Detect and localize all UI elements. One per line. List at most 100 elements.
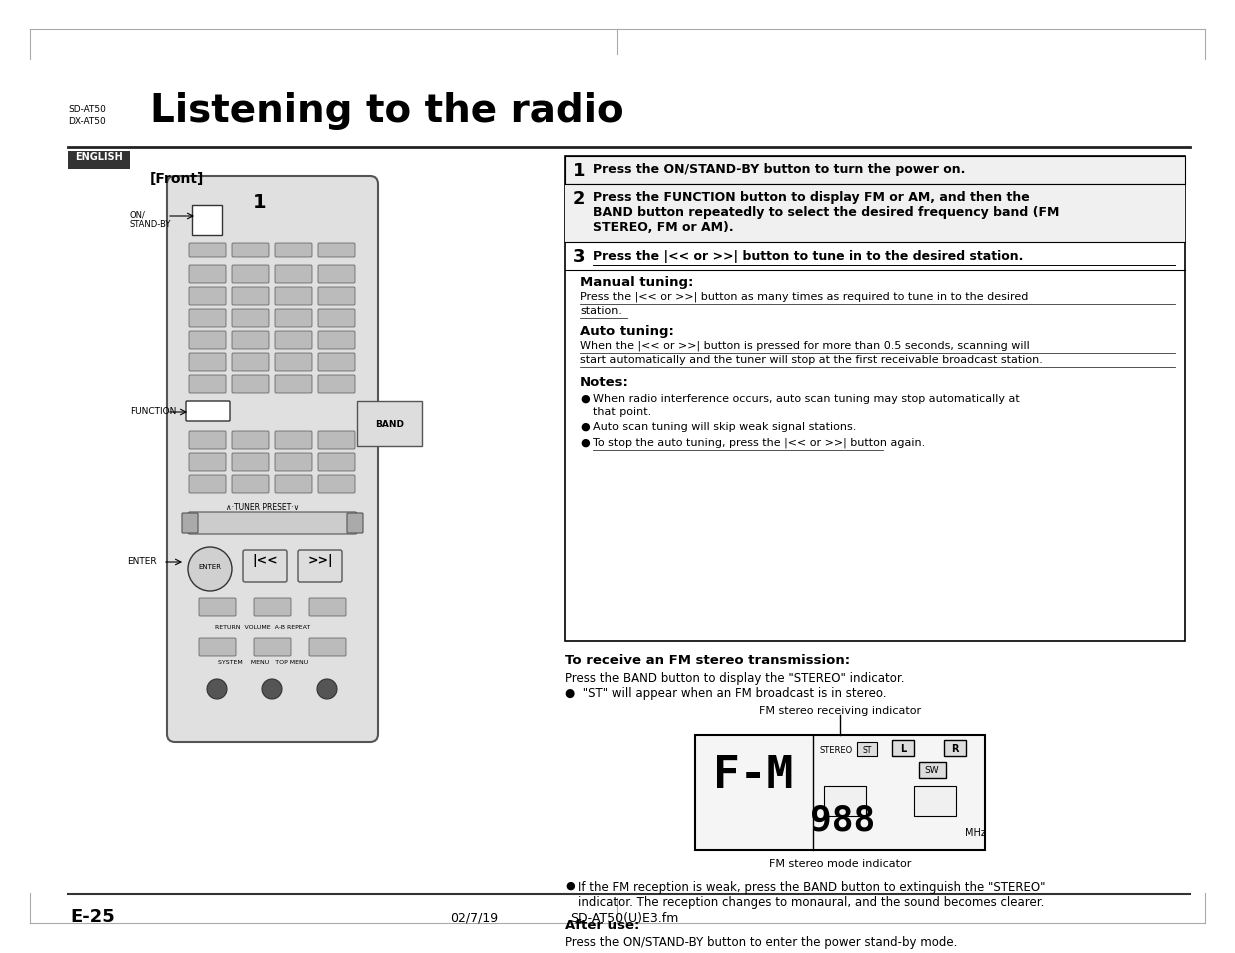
Text: >>|: >>| (308, 554, 332, 567)
FancyBboxPatch shape (232, 266, 269, 284)
FancyBboxPatch shape (189, 288, 226, 306)
FancyBboxPatch shape (275, 454, 312, 472)
Text: BAND: BAND (375, 419, 404, 429)
FancyBboxPatch shape (275, 266, 312, 284)
Text: ENTER: ENTER (199, 563, 221, 569)
FancyBboxPatch shape (275, 476, 312, 494)
Text: Notes:: Notes: (580, 375, 629, 389)
FancyBboxPatch shape (199, 598, 236, 617)
FancyBboxPatch shape (317, 288, 354, 306)
FancyBboxPatch shape (275, 244, 312, 257)
Text: RETURN  VOLUME  A-B REPEAT: RETURN VOLUME A-B REPEAT (215, 624, 311, 629)
Text: station.: station. (580, 306, 622, 315)
Text: start automatically and the tuner will stop at the first receivable broadcast st: start automatically and the tuner will s… (580, 355, 1042, 365)
Text: SW: SW (925, 765, 940, 774)
Text: L: L (900, 743, 906, 753)
FancyBboxPatch shape (275, 432, 312, 450)
FancyBboxPatch shape (564, 157, 1186, 185)
FancyBboxPatch shape (232, 332, 269, 350)
Text: F-M: F-M (713, 753, 793, 796)
FancyBboxPatch shape (189, 454, 226, 472)
FancyBboxPatch shape (254, 639, 291, 657)
FancyBboxPatch shape (317, 432, 354, 450)
FancyBboxPatch shape (182, 514, 198, 534)
FancyBboxPatch shape (275, 354, 312, 372)
Text: ENGLISH: ENGLISH (75, 152, 122, 162)
FancyBboxPatch shape (189, 244, 226, 257)
FancyBboxPatch shape (298, 551, 342, 582)
Text: R: R (951, 743, 958, 753)
Text: Listening to the radio: Listening to the radio (149, 91, 624, 130)
Text: |<<: |<< (252, 554, 278, 567)
FancyBboxPatch shape (309, 598, 346, 617)
Text: SYSTEM    MENU   TOP MENU: SYSTEM MENU TOP MENU (217, 659, 308, 664)
FancyBboxPatch shape (275, 288, 312, 306)
Circle shape (207, 679, 227, 700)
Text: that point.: that point. (593, 407, 651, 416)
Circle shape (188, 547, 232, 592)
FancyBboxPatch shape (232, 354, 269, 372)
FancyBboxPatch shape (564, 185, 1186, 243)
Text: 02/7/19: 02/7/19 (450, 911, 498, 924)
FancyBboxPatch shape (317, 375, 354, 394)
Text: BAND button repeatedly to select the desired frequency band (FM: BAND button repeatedly to select the des… (593, 206, 1060, 219)
Text: indicator. The reception changes to monaural, and the sound becomes clearer.: indicator. The reception changes to mona… (578, 895, 1045, 908)
FancyBboxPatch shape (189, 432, 226, 450)
FancyBboxPatch shape (317, 310, 354, 328)
Text: E-25: E-25 (70, 907, 115, 925)
Text: Manual tuning:: Manual tuning: (580, 275, 693, 289)
FancyBboxPatch shape (317, 332, 354, 350)
Text: Auto tuning:: Auto tuning: (580, 325, 674, 337)
Text: Auto scan tuning will skip weak signal stations.: Auto scan tuning will skip weak signal s… (593, 421, 856, 432)
Text: To receive an FM stereo transmission:: To receive an FM stereo transmission: (564, 654, 850, 666)
Text: 2: 2 (573, 190, 585, 208)
Text: Press the ON/STAND-BY button to enter the power stand-by mode.: Press the ON/STAND-BY button to enter th… (564, 935, 957, 948)
Text: ●: ● (580, 437, 590, 448)
FancyBboxPatch shape (189, 266, 226, 284)
Text: MHz: MHz (965, 827, 986, 837)
FancyBboxPatch shape (317, 354, 354, 372)
Text: After use:: After use: (564, 918, 640, 931)
FancyBboxPatch shape (919, 762, 946, 779)
FancyBboxPatch shape (317, 244, 354, 257)
Text: SD-AT50(U)E3.fm: SD-AT50(U)E3.fm (571, 911, 678, 924)
Text: ST: ST (862, 745, 872, 754)
Text: STEREO, FM or AM).: STEREO, FM or AM). (593, 221, 734, 233)
Circle shape (317, 679, 337, 700)
FancyBboxPatch shape (275, 375, 312, 394)
Text: 1: 1 (253, 193, 267, 212)
FancyBboxPatch shape (189, 476, 226, 494)
FancyBboxPatch shape (232, 288, 269, 306)
Text: FUNCTION: FUNCTION (130, 407, 177, 416)
FancyBboxPatch shape (857, 742, 877, 757)
Text: FM stereo receiving indicator: FM stereo receiving indicator (760, 705, 921, 716)
Text: 3: 3 (573, 248, 585, 266)
Text: Press the |<< or >>| button as many times as required to tune in to the desired: Press the |<< or >>| button as many time… (580, 292, 1029, 302)
FancyBboxPatch shape (199, 639, 236, 657)
FancyBboxPatch shape (243, 551, 287, 582)
FancyBboxPatch shape (824, 786, 866, 816)
Text: Press the FUNCTION button to display FM or AM, and then the: Press the FUNCTION button to display FM … (593, 191, 1030, 204)
Text: To stop the auto tuning, press the |<< or >>| button again.: To stop the auto tuning, press the |<< o… (593, 437, 925, 448)
FancyBboxPatch shape (189, 310, 226, 328)
Text: ●: ● (580, 421, 590, 432)
Text: SD-AT50
DX-AT50: SD-AT50 DX-AT50 (68, 105, 106, 126)
Text: ●  "ST" will appear when an FM broadcast is in stereo.: ● "ST" will appear when an FM broadcast … (564, 686, 887, 700)
FancyBboxPatch shape (317, 476, 354, 494)
Text: [Front]: [Front] (149, 172, 204, 186)
FancyBboxPatch shape (275, 332, 312, 350)
Text: STEREO: STEREO (820, 745, 853, 754)
FancyBboxPatch shape (189, 354, 226, 372)
FancyBboxPatch shape (317, 266, 354, 284)
Text: Press the BAND button to display the "STEREO" indicator.: Press the BAND button to display the "ST… (564, 671, 904, 684)
FancyBboxPatch shape (167, 177, 378, 742)
Text: If the FM reception is weak, press the BAND button to extinguish the "STEREO": If the FM reception is weak, press the B… (578, 880, 1046, 893)
Circle shape (262, 679, 282, 700)
Text: When the |<< or >>| button is pressed for more than 0.5 seconds, scanning will: When the |<< or >>| button is pressed fo… (580, 340, 1030, 351)
FancyBboxPatch shape (317, 454, 354, 472)
FancyBboxPatch shape (232, 375, 269, 394)
FancyBboxPatch shape (892, 740, 914, 757)
Text: DIGITAL/
ANALOG: DIGITAL/ ANALOG (375, 402, 410, 422)
FancyBboxPatch shape (914, 786, 956, 816)
FancyBboxPatch shape (186, 401, 230, 421)
